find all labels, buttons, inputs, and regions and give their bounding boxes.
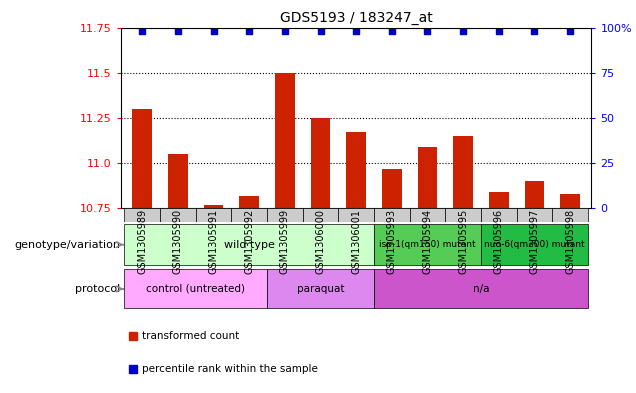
Bar [516,208,552,222]
Text: protocol: protocol [75,284,120,294]
Text: transformed count: transformed count [142,331,239,341]
Bar [489,192,509,208]
Bar [267,270,374,308]
Title: GDS5193 / 183247_at: GDS5193 / 183247_at [280,11,432,25]
Point [137,28,148,34]
Bar [374,270,588,308]
Bar [374,208,410,222]
Point [387,28,397,34]
Bar [196,208,232,222]
Bar [525,181,544,208]
Bar [239,196,259,208]
Bar [125,208,160,222]
Text: GSM1305989: GSM1305989 [137,209,147,274]
Point [351,28,361,34]
Bar [125,270,267,308]
Text: GSM1305993: GSM1305993 [387,209,397,274]
Text: GSM1305998: GSM1305998 [565,209,575,274]
Bar [560,194,580,208]
Bar [160,208,196,222]
Text: GSM1305996: GSM1305996 [494,209,504,274]
Bar [347,132,366,208]
Bar [481,208,516,222]
Text: GSM1306001: GSM1306001 [351,209,361,274]
Text: GSM1305999: GSM1305999 [280,209,290,274]
Bar [410,208,445,222]
Bar [125,224,374,265]
Bar [338,208,374,222]
Point [422,28,432,34]
Bar [311,118,330,208]
Text: GSM1305992: GSM1305992 [244,209,254,274]
Bar [445,208,481,222]
Bar [418,147,438,208]
Text: percentile rank within the sample: percentile rank within the sample [142,364,318,374]
Point [209,28,219,34]
Text: GSM1305990: GSM1305990 [173,209,183,274]
Bar [275,73,294,208]
Point [280,28,290,34]
Text: nuo-6(qm200) mutant: nuo-6(qm200) mutant [484,240,584,249]
Text: GSM1305997: GSM1305997 [529,209,539,274]
Bar [453,136,473,208]
Point [244,28,254,34]
Point [565,28,575,34]
Text: GSM1305994: GSM1305994 [422,209,432,274]
Point [458,28,468,34]
Bar [481,224,588,265]
Text: control (untreated): control (untreated) [146,284,245,294]
Text: genotype/variation: genotype/variation [14,240,120,250]
Point [494,28,504,34]
Point [315,28,326,34]
Text: paraquat: paraquat [297,284,344,294]
Bar [382,169,401,208]
Bar [232,208,267,222]
Bar [374,224,481,265]
Bar [168,154,188,208]
Text: GSM1305995: GSM1305995 [458,209,468,274]
Bar [552,208,588,222]
Point [529,28,539,34]
Bar [132,109,152,208]
Text: GSM1306000: GSM1306000 [315,209,326,274]
Bar [267,208,303,222]
Text: n/a: n/a [473,284,489,294]
Text: wild type: wild type [224,240,275,250]
Text: GSM1305991: GSM1305991 [209,209,219,274]
Text: isp-1(qm150) mutant: isp-1(qm150) mutant [379,240,476,249]
Bar [303,208,338,222]
Bar [204,205,223,208]
Point [173,28,183,34]
